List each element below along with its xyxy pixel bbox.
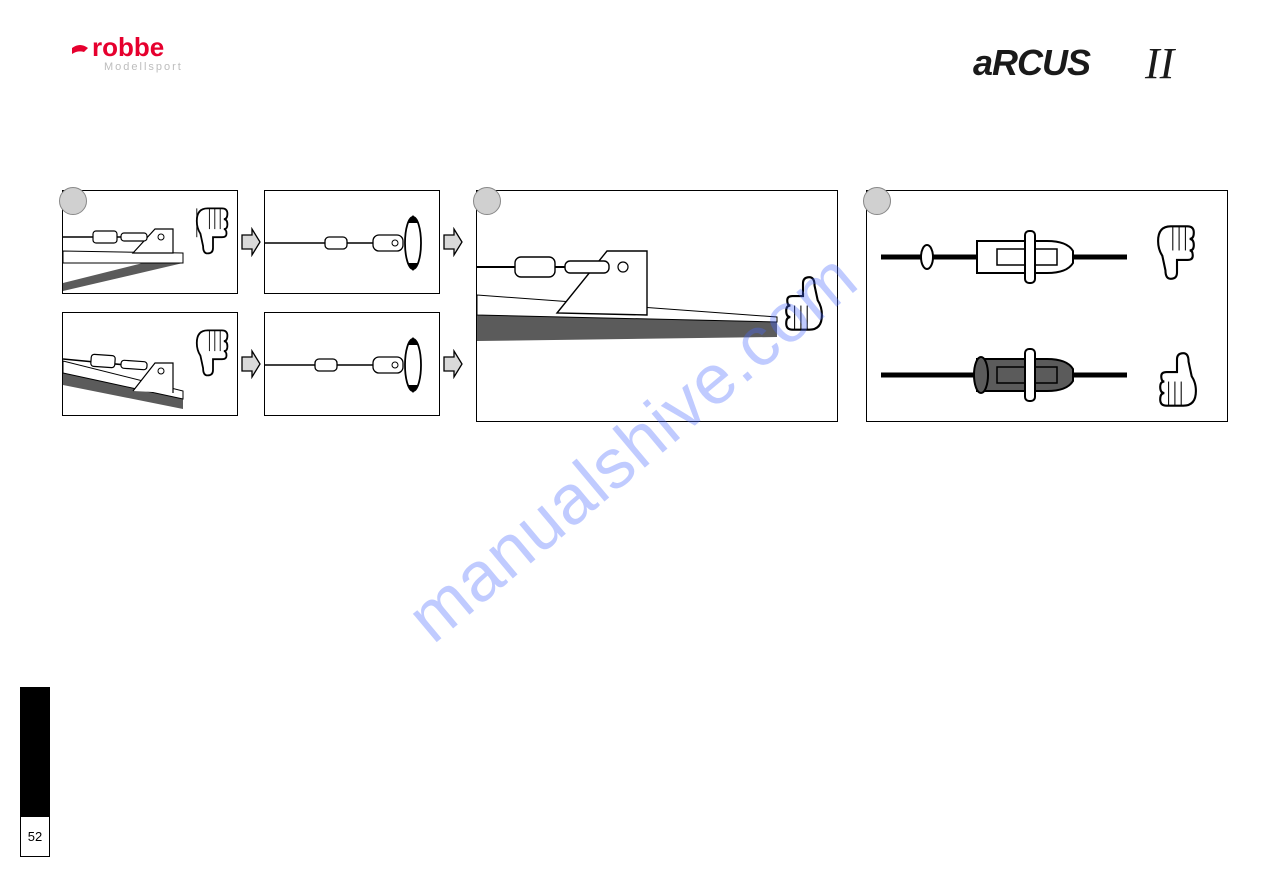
panel-row-top — [62, 190, 466, 294]
step-marker — [59, 187, 87, 215]
brand-logo: robbe Modellsport — [70, 30, 210, 81]
product-suffix: II — [1144, 40, 1177, 88]
arrow-icon — [442, 227, 464, 257]
step-marker — [473, 187, 501, 215]
product-logo: aRCUS II — [973, 40, 1203, 95]
arrow-icon — [442, 349, 464, 379]
brand-text: robbe — [92, 32, 164, 62]
product-text: aRCUS — [973, 42, 1091, 83]
page-sidebar-black — [20, 687, 50, 817]
panel-row-bottom — [62, 312, 466, 416]
panel-linkage-wrong-down — [62, 312, 238, 416]
linkage-adjust-column — [62, 190, 466, 416]
brand-subtext: Modellsport — [104, 61, 183, 73]
panel-turnbuckle-top — [264, 190, 440, 294]
arrow-icon — [240, 227, 262, 257]
diagram-section — [62, 190, 1228, 422]
page-number: 52 — [20, 817, 50, 857]
panel-correct-wrap — [476, 190, 838, 422]
arrow-icon — [240, 349, 262, 379]
panel-linkage-correct — [476, 190, 838, 422]
page-sidebar: 52 — [20, 687, 50, 861]
panel-clevis-wrap — [866, 190, 1228, 422]
panel-linkage-wrong-up — [62, 190, 238, 294]
panel-turnbuckle-bottom — [264, 312, 440, 416]
panel-clevis-lock — [866, 190, 1228, 422]
step-marker — [863, 187, 891, 215]
